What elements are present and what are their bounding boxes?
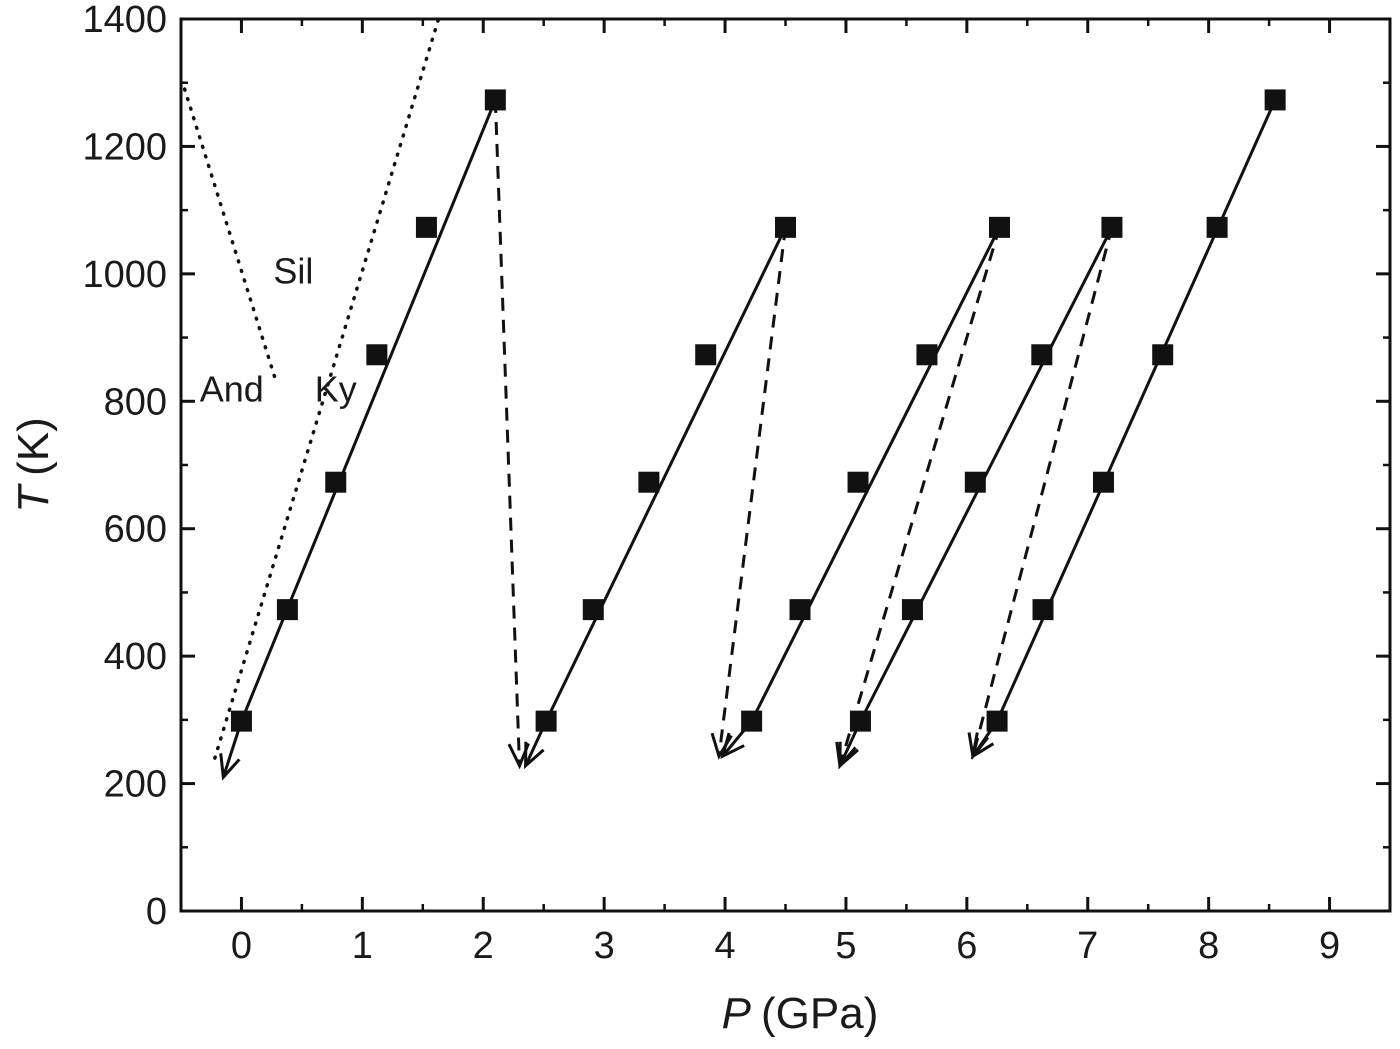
series-3-fit-line [750,226,1001,722]
series-1-point-6 [484,89,506,111]
series-4-unload-line [971,226,1114,757]
series-5-fit-line [995,99,1277,722]
series-5-point-6 [1264,89,1286,111]
x-tick-label-2: 2 [473,925,494,967]
region-label-ky: Ky [315,368,357,409]
series-2-point-3 [638,471,660,493]
series-1-point-2 [276,599,298,621]
series-4-point-3 [964,471,986,493]
series-5-point-5 [1206,216,1228,238]
y-tick-label-0: 0 [146,891,167,933]
series-2-point-2 [582,599,604,621]
series-3-point-1 [741,710,763,732]
x-tick-label-4: 4 [714,925,735,967]
series-4-start-arrow-head [838,741,859,770]
series-4-point-4 [1031,344,1053,366]
series-5-start-arrow-head [970,732,995,760]
series-2-point-1 [535,710,557,732]
x-tick-label-5: 5 [835,925,856,967]
series-4-point-2 [901,599,923,621]
y-tick-label-600: 600 [104,509,167,551]
x-axis-title: P (GPa) [722,989,879,1038]
series-3-point-2 [789,599,811,621]
series-2-point-4 [695,344,717,366]
plot-area [182,19,1286,781]
y-axis-unit: (K) [9,417,58,476]
series-4-point-1 [849,710,871,732]
series-5-point-1 [986,710,1008,732]
y-axis-symbol: T [9,483,58,513]
phase-region-labels: Sil And Ky [200,250,357,409]
y-tick-label-800: 800 [104,381,167,423]
series-3-point-5 [988,216,1010,238]
y-axis-title: T (K) [9,417,58,513]
series-2-start-arrow-head [524,741,545,770]
region-label-and: And [200,368,264,409]
x-tick-label-1: 1 [352,925,373,967]
y-tick-label-200: 200 [104,764,167,806]
series-1-point-1 [230,710,252,732]
series-3-unload-line [838,226,1001,767]
x-axis-symbol: P [722,989,752,1038]
series-4-fit-line [859,226,1114,722]
plot-content [182,19,1286,781]
axis-ticks: 0 1 2 3 4 5 6 7 8 9 0 200 400 600 800 1000 1200 1400 [82,0,1392,967]
x-tick-label-0: 0 [231,925,252,967]
series-3-start-arrow-head [720,732,745,760]
plot-frame [179,17,1392,913]
series-2-point-5 [775,216,796,238]
series-5-point-2 [1032,599,1054,621]
series-5-point-3 [1092,471,1114,493]
series-2-unload-line [717,227,787,757]
series-3-point-3 [847,471,869,493]
series-3-point-4 [916,344,938,366]
series-5-point-4 [1152,344,1174,366]
series-1-unload-line [493,99,522,766]
x-tick-label-7: 7 [1077,925,1098,967]
series-4-point-5 [1101,216,1123,238]
series-1-start-arrow-head [219,753,241,781]
y-tick-label-1000: 1000 [82,254,167,296]
y-tick-label-400: 400 [104,636,167,678]
x-tick-label-9: 9 [1319,925,1340,967]
x-axis-unit: (GPa) [761,989,878,1038]
series-1-point-5 [415,216,437,238]
series-1-point-4 [366,344,388,366]
phase-boundary-2 [213,19,441,760]
series-1-fit-line [240,99,497,722]
x-tick-label-6: 6 [956,925,977,967]
series-2-fit-line [544,226,787,722]
phase-boundary-1 [182,87,278,381]
x-tick-label-8: 8 [1198,925,1219,967]
y-tick-label-1400: 1400 [82,0,167,41]
x-tick-label-3: 3 [594,925,615,967]
y-tick-label-1200: 1200 [82,126,167,168]
series-1-point-3 [325,471,347,493]
region-label-sil: Sil [273,250,313,291]
